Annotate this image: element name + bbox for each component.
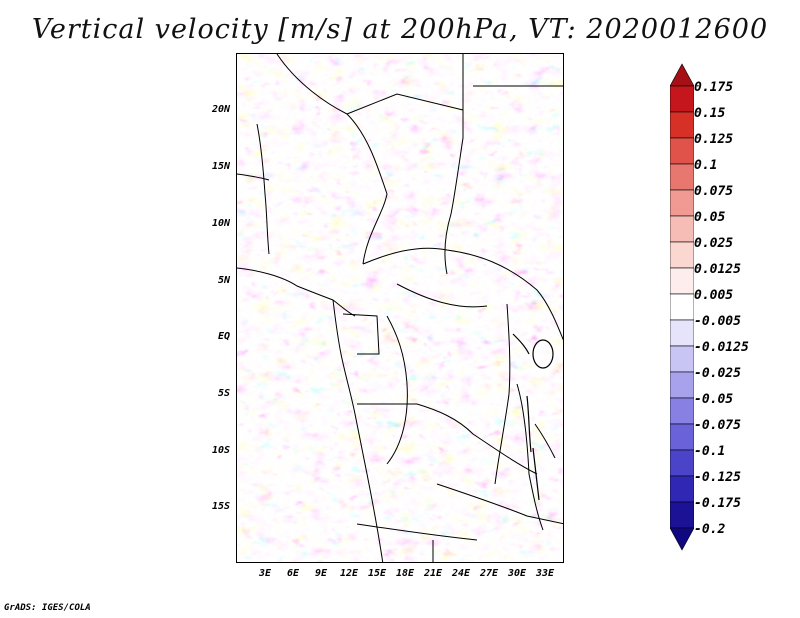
lon-label: 18E bbox=[395, 568, 415, 579]
colorbar-segment bbox=[670, 423, 694, 451]
lon-label: 12E bbox=[339, 568, 359, 579]
lon-label: 27E bbox=[479, 568, 499, 579]
colorbar-segment bbox=[670, 293, 694, 321]
plot-title: Vertical velocity [m/s] at 200hPa, VT: 2… bbox=[31, 14, 769, 45]
colorbar-segment bbox=[670, 397, 694, 425]
lat-label: 5S bbox=[217, 388, 230, 399]
colorbar-label: -0.1 bbox=[694, 444, 726, 459]
colorbar-label: 0.05 bbox=[694, 210, 726, 225]
colorbar-segment bbox=[670, 189, 694, 217]
colorbar-segment bbox=[670, 111, 694, 139]
colorbar-segment bbox=[670, 345, 694, 373]
lon-label: 9E bbox=[314, 568, 328, 579]
lat-label: EQ bbox=[217, 331, 230, 342]
colorbar-label: 0.1 bbox=[694, 158, 718, 173]
colorbar-label: 0.025 bbox=[694, 236, 734, 251]
colorbar-label: -0.005 bbox=[694, 314, 741, 329]
lat-label: 20N bbox=[211, 104, 230, 115]
colorbar-label: 0.15 bbox=[694, 106, 726, 121]
colorbar-label: 0.0125 bbox=[694, 262, 741, 277]
lon-label: 33E bbox=[535, 568, 555, 579]
colorbar-segment bbox=[670, 475, 694, 503]
colorbar-segment bbox=[670, 163, 694, 191]
velocity-map bbox=[236, 53, 564, 563]
colorbar-label: -0.025 bbox=[694, 366, 741, 381]
colorbar-label: 0.175 bbox=[694, 80, 734, 95]
colorbar-label: 0.125 bbox=[694, 132, 734, 147]
colorbar-segment bbox=[670, 371, 694, 399]
velocity-shading bbox=[237, 54, 563, 562]
lat-label: 10N bbox=[211, 218, 230, 229]
colorbar-segment bbox=[670, 137, 694, 165]
grads-credit: GrADS: IGES/COLA bbox=[4, 603, 91, 613]
lon-label: 24E bbox=[451, 568, 471, 579]
lat-label: 10S bbox=[211, 445, 230, 456]
colorbar-label: -0.075 bbox=[694, 418, 741, 433]
colorbar bbox=[670, 63, 694, 551]
colorbar-segment bbox=[670, 215, 694, 243]
colorbar-label: 0.075 bbox=[694, 184, 734, 199]
velocity-field bbox=[237, 54, 563, 562]
colorbar-segment bbox=[670, 319, 694, 347]
colorbar-label: 0.005 bbox=[694, 288, 734, 303]
lat-label: 15N bbox=[211, 161, 230, 172]
lon-label: 3E bbox=[258, 568, 272, 579]
lon-label: 21E bbox=[423, 568, 443, 579]
colorbar-label: -0.175 bbox=[694, 496, 741, 511]
lon-label: 15E bbox=[367, 568, 387, 579]
lake-outlines bbox=[512, 333, 554, 501]
lon-label: 6E bbox=[286, 568, 300, 579]
colorbar-segment bbox=[670, 449, 694, 477]
lon-label: 30E bbox=[507, 568, 527, 579]
colorbar-bottom-arrow bbox=[670, 527, 694, 551]
country-borders bbox=[237, 54, 563, 562]
colorbar-segment bbox=[670, 267, 694, 295]
colorbar-segment bbox=[670, 241, 694, 269]
colorbar-label: -0.0125 bbox=[694, 340, 749, 355]
lat-label: 15S bbox=[211, 501, 230, 512]
colorbar-top-arrow bbox=[670, 63, 694, 87]
colorbar-segment bbox=[670, 501, 694, 529]
colorbar-label: -0.05 bbox=[694, 392, 734, 407]
colorbar-label: -0.125 bbox=[694, 470, 741, 485]
lat-label: 5N bbox=[217, 275, 230, 286]
colorbar-label: -0.2 bbox=[694, 522, 726, 537]
colorbar-segment bbox=[670, 85, 694, 113]
